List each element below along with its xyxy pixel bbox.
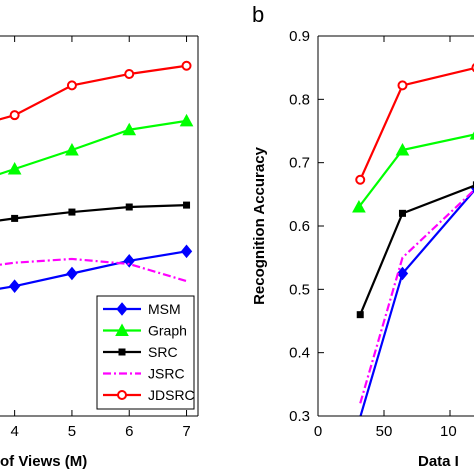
left-point-msm [180,244,193,259]
right-point-graph [352,199,366,213]
legend-label-jsrc: JSRC [148,366,185,382]
legend-label-msm: MSM [148,301,181,317]
left-point-msm [66,266,78,281]
left-point-src [68,208,76,216]
right-x-tick-label: 50 [376,423,393,440]
left-series-line-graph [0,119,187,176]
left-point-src [11,214,19,222]
legend: MSM Graph SRC JSRC JDSRC [96,295,195,410]
left-point-msm [123,254,135,268]
left-point-jdsrc [66,80,77,91]
right-y-tick-label: 0.3 [289,408,310,425]
left-point-src [125,203,133,211]
right-point-graph [469,131,474,140]
right-y-tick-label: 0.7 [289,155,310,172]
left-plot-area [0,60,194,293]
right-y-ticks: 0.3 0.4 0.5 0.6 0.7 0.8 0.9 [289,28,324,425]
right-x-ticks: 0 50 10 [314,36,457,440]
right-y-axis-label: Recognition Accuracy [251,146,268,304]
left-x-tick-label: 7 [182,423,190,440]
right-point-src [398,209,406,217]
right-series-line-src [359,184,474,316]
left-point-src [183,201,191,209]
left-point-msm [8,279,21,293]
right-point-src [472,181,474,189]
right-chart: b 0.3 0.4 0.5 0.6 0.7 0.8 0.9 0 50 10 Recognitio… [251,2,474,470]
right-x-tick-label: 0 [314,423,322,440]
left-point-graph [122,122,137,136]
legend-label-jdsrc: JDSRC [148,387,195,403]
left-x-tick-label: 5 [68,423,76,440]
left-x-tick-label: 6 [125,423,133,440]
right-x-axis-label: Data I [418,453,459,470]
right-y-tick-label: 0.5 [289,281,310,298]
right-y-tick-label: 0.4 [289,345,310,362]
legend-marker-src [118,348,126,356]
left-series-line-jdsrc [0,64,187,121]
right-point-msm [350,429,360,441]
right-x-tick-label: 10 [440,423,457,440]
left-point-jdsrc [9,110,20,121]
right-point-jdsrc [355,174,366,185]
left-series-line-jsrc [0,257,187,283]
right-plot-area [350,63,474,441]
left-point-jdsrc [181,60,192,71]
left-chart: 4 5 6 7 of Views (M) MSM Graph SRC JSRC JDSRC [0,35,199,470]
right-y-tick-label: 0.8 [289,91,310,108]
left-point-graph [7,161,22,175]
left-series-group [0,60,194,293]
left-point-graph [179,113,194,127]
legend-label-src: SRC [148,344,178,360]
legend-marker-jdsrc [117,390,127,400]
left-x-axis-label: of Views (M) [0,453,87,470]
right-point-src [356,311,364,319]
left-point-jdsrc [124,69,135,79]
panel-letter-b: b [252,2,264,27]
right-series-group [350,63,474,441]
legend-marker-graph [115,323,129,336]
right-y-tick-label: 0.6 [289,218,310,235]
legend-marker-msm [116,302,128,316]
left-x-tick-label: 4 [10,423,18,440]
right-point-jdsrc [397,80,408,91]
left-point-graph [65,142,79,156]
right-point-graph [395,142,410,156]
legend-label-graph: Graph [148,323,187,339]
right-series-line-jsrc [359,188,474,404]
left-x-ticks: 4 5 6 7 [10,36,191,440]
right-series-line-msm [359,189,474,416]
right-point-msm [396,266,409,281]
left-series-line-src [0,204,187,222]
right-series-line-jdsrc [359,67,474,181]
right-y-tick-label: 0.9 [289,28,310,45]
